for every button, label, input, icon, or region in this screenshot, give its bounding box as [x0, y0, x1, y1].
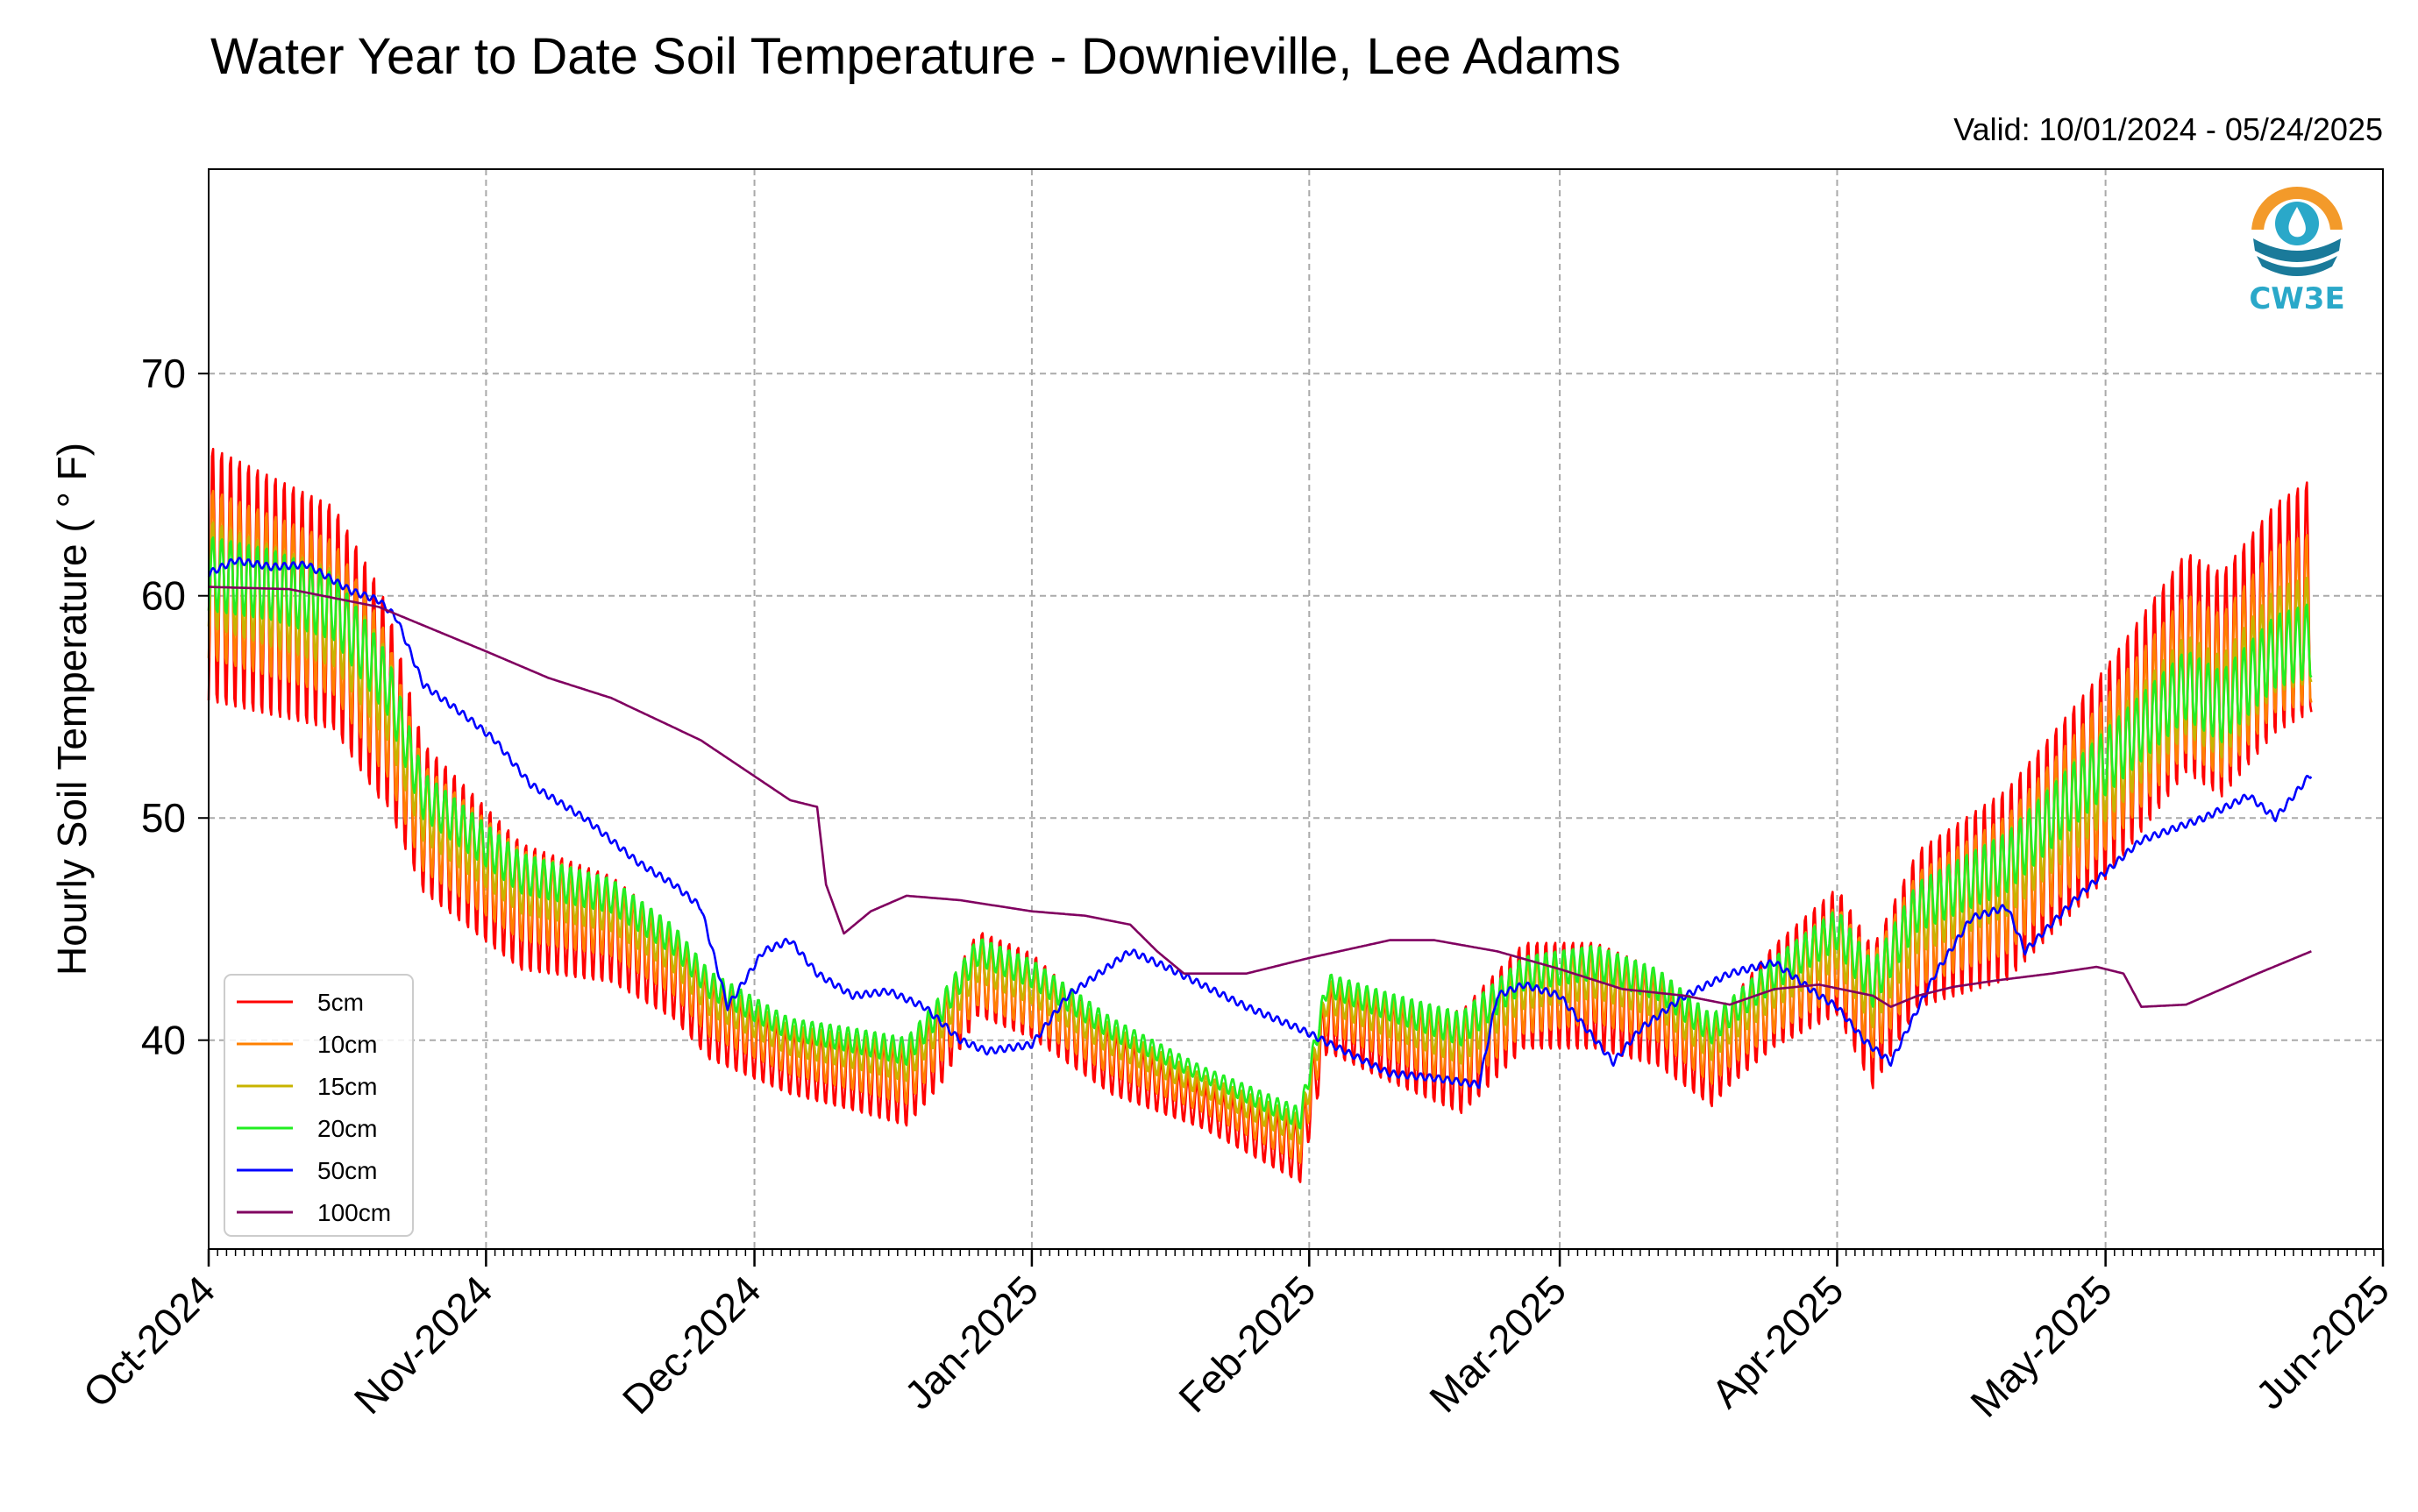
y-tick-label: 70 — [141, 351, 186, 396]
series-line-50cm — [207, 557, 2313, 1090]
x-tick-label: Mar-2025 — [1420, 1267, 1575, 1421]
drop-glyph-icon — [2288, 207, 2306, 238]
x-tick-label: Apr-2025 — [1703, 1267, 1853, 1416]
x-tick-label: Dec-2024 — [614, 1267, 770, 1423]
y-tick-label: 50 — [141, 795, 186, 841]
x-tick-label: Jun-2025 — [2247, 1267, 2398, 1417]
series-line-5cm — [207, 447, 2313, 1183]
legend-label-10cm: 10cm — [317, 1031, 377, 1058]
series-line-20cm — [207, 536, 2313, 1130]
legend-label-100cm: 100cm — [317, 1199, 391, 1226]
series-line-100cm — [209, 586, 2312, 1008]
x-tick-label: May-2025 — [1961, 1267, 2120, 1425]
wave-icon — [2253, 238, 2341, 262]
y-axis-ticks: 40 50 60 70 — [141, 351, 209, 1063]
plot-frame — [208, 168, 2384, 1250]
y-tick-label: 40 — [141, 1018, 186, 1063]
legend: 5cm 10cm 15cm 20cm 50cm 100cm — [224, 974, 414, 1237]
logo-text: CW3E — [2249, 281, 2344, 316]
legend-label-50cm: 50cm — [317, 1157, 377, 1184]
x-tick-label: Jan-2025 — [896, 1267, 1047, 1417]
x-tick-label: Nov-2024 — [345, 1267, 501, 1423]
y-axis-label: Hourly Soil Temperature ( ° F) — [49, 443, 95, 976]
legend-label-20cm: 20cm — [317, 1115, 377, 1142]
chart-title: Water Year to Date Soil Temperature - Do… — [210, 28, 1621, 85]
x-tick-label: Feb-2025 — [1170, 1267, 1324, 1421]
legend-label-5cm: 5cm — [317, 989, 364, 1016]
wave-icon-lower — [2257, 256, 2337, 276]
series-line-10cm — [207, 489, 2313, 1164]
series-line-15cm — [207, 521, 2313, 1145]
cw3e-logo: CW3E — [2249, 187, 2345, 316]
x-tick-label: Oct-2024 — [75, 1267, 224, 1416]
y-tick-label: 60 — [141, 573, 186, 619]
legend-label-15cm: 15cm — [317, 1073, 377, 1100]
series-layer — [207, 447, 2313, 1183]
x-axis-ticks: Oct-2024 Nov-2024 Dec-2024 Jan-2025 Feb-2025… — [75, 1249, 2398, 1426]
chart-subtitle: Valid: 10/01/2024 - 05/24/2025 — [1953, 111, 2383, 147]
gridlines — [208, 169, 2384, 1249]
